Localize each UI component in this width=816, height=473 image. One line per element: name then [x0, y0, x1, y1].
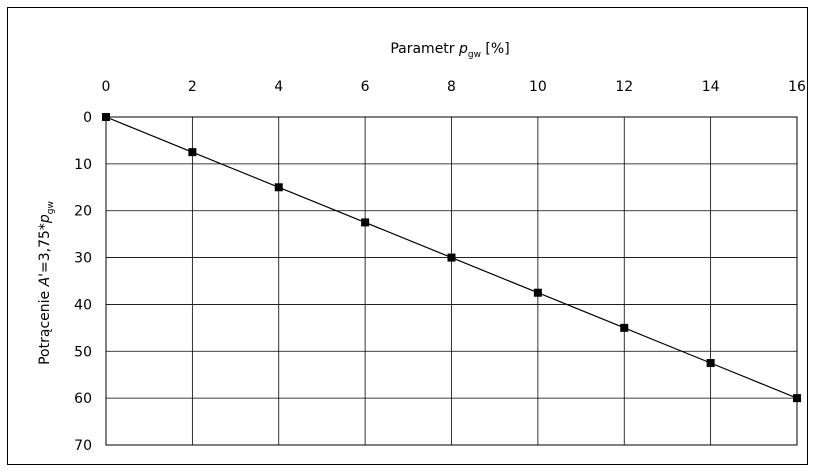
y-axis-title-main: Potrącenie — [37, 286, 53, 364]
y-axis-title-var-a: A — [37, 277, 53, 288]
data-point — [102, 113, 110, 121]
x-tick-label: 14 — [702, 79, 720, 95]
y-tick-label: 30 — [74, 251, 92, 267]
y-axis-title-mid: '=3,75* — [37, 223, 53, 277]
x-axis-title-main: Parametr — [390, 41, 459, 57]
data-point — [361, 218, 370, 227]
x-axis-title-var: p — [458, 41, 468, 57]
y-tick-label: 50 — [74, 344, 92, 360]
series-markers — [102, 113, 801, 403]
y-tick-label: 70 — [74, 438, 92, 454]
x-tick-label: 2 — [188, 79, 197, 95]
x-tick-label: 4 — [274, 79, 283, 95]
x-tick-label: 12 — [615, 79, 633, 95]
x-tick-label: 0 — [102, 79, 111, 95]
chart-frame — [7, 7, 808, 465]
x-axis-title-sub: gw — [468, 50, 481, 60]
data-point — [706, 359, 715, 367]
x-tick-label: 10 — [529, 79, 547, 95]
y-axis-title-sub: gw — [46, 201, 56, 214]
y-tick-labels: 0 10 20 30 40 50 60 70 — [74, 110, 92, 454]
y-tick-label: 60 — [74, 391, 92, 407]
x-tick-label: 8 — [447, 79, 456, 95]
y-axis-title-var-p: p — [37, 214, 53, 224]
x-axis-title: Parametr pgw [%] — [390, 41, 509, 60]
plot-area — [105, 116, 798, 446]
y-tick-label: 0 — [83, 110, 92, 126]
data-point — [188, 148, 197, 157]
y-tick-label: 20 — [74, 204, 92, 220]
y-tick-label: 10 — [74, 157, 92, 173]
data-point — [447, 253, 456, 262]
y-axis-title: Potrącenie A'=3,75*pgw — [37, 201, 56, 365]
x-axis-title-tail: [%] — [481, 41, 510, 57]
data-point — [793, 394, 801, 403]
grid-layer — [105, 116, 798, 446]
x-tick-labels: 0 2 4 6 8 10 12 14 16 — [102, 79, 806, 95]
data-point — [620, 323, 629, 332]
data-point — [274, 183, 283, 192]
x-tick-label: 16 — [788, 79, 806, 95]
y-tick-label: 40 — [74, 297, 92, 313]
data-point — [533, 288, 542, 297]
x-tick-label: 6 — [361, 79, 370, 95]
